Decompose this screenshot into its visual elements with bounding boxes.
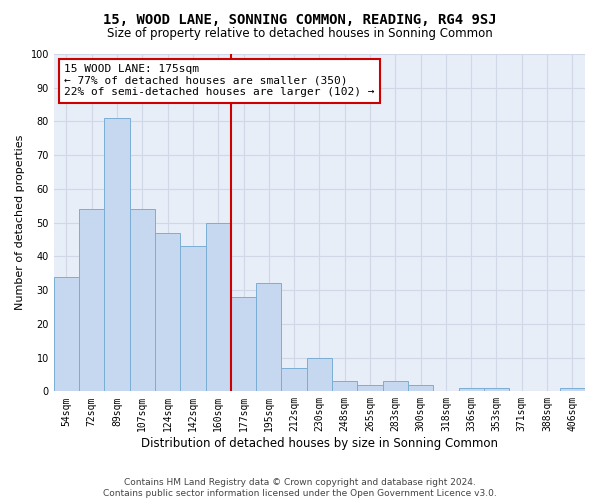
Y-axis label: Number of detached properties: Number of detached properties [15,135,25,310]
Text: Contains HM Land Registry data © Crown copyright and database right 2024.
Contai: Contains HM Land Registry data © Crown c… [103,478,497,498]
Text: 15, WOOD LANE, SONNING COMMON, READING, RG4 9SJ: 15, WOOD LANE, SONNING COMMON, READING, … [103,12,497,26]
Bar [307,358,332,392]
Bar [484,388,509,392]
Bar [358,384,383,392]
Bar [560,388,585,392]
Bar [79,209,104,392]
Bar [206,222,231,392]
Bar [130,209,155,392]
Bar [104,118,130,392]
Bar [408,384,433,392]
Bar [180,246,206,392]
Bar [332,381,358,392]
X-axis label: Distribution of detached houses by size in Sonning Common: Distribution of detached houses by size … [141,437,498,450]
Bar [256,284,281,392]
Bar [155,233,180,392]
Bar [383,381,408,392]
Bar [458,388,484,392]
Bar [54,276,79,392]
Bar [231,297,256,392]
Bar [281,368,307,392]
Text: Size of property relative to detached houses in Sonning Common: Size of property relative to detached ho… [107,28,493,40]
Text: 15 WOOD LANE: 175sqm
← 77% of detached houses are smaller (350)
22% of semi-deta: 15 WOOD LANE: 175sqm ← 77% of detached h… [64,64,375,98]
